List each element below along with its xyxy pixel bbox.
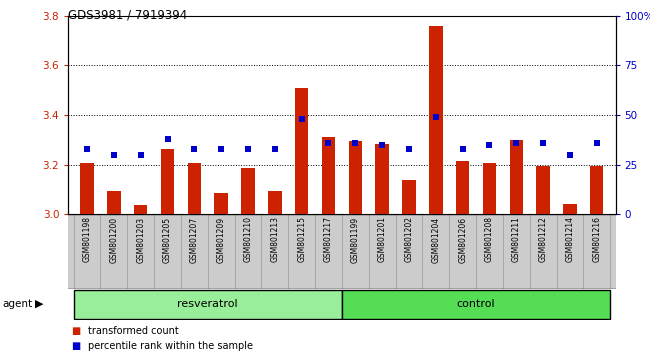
Bar — [429, 26, 443, 214]
Bar — [322, 137, 335, 214]
Bar — [348, 141, 362, 214]
Text: GSM801209: GSM801209 — [216, 216, 226, 263]
Text: GSM801208: GSM801208 — [485, 216, 494, 262]
Text: GSM801205: GSM801205 — [163, 216, 172, 263]
Text: ■: ■ — [72, 341, 81, 351]
Text: ■: ■ — [72, 326, 81, 336]
Bar — [214, 193, 228, 214]
Text: GSM801213: GSM801213 — [270, 216, 280, 262]
Bar — [161, 148, 174, 214]
Text: percentile rank within the sample: percentile rank within the sample — [88, 341, 253, 351]
Bar — [483, 163, 496, 214]
Text: GSM801204: GSM801204 — [432, 216, 440, 263]
Text: GSM801206: GSM801206 — [458, 216, 467, 263]
Bar — [536, 166, 550, 214]
Bar — [402, 180, 416, 214]
Text: GSM801210: GSM801210 — [244, 216, 252, 262]
Text: GSM801217: GSM801217 — [324, 216, 333, 262]
Text: GSM801200: GSM801200 — [109, 216, 118, 263]
Bar — [376, 144, 389, 214]
Bar — [456, 161, 469, 214]
Text: transformed count: transformed count — [88, 326, 179, 336]
Bar — [590, 166, 603, 214]
Bar — [295, 88, 308, 214]
Bar — [268, 191, 281, 214]
Bar — [342, 290, 610, 319]
Text: resveratrol: resveratrol — [177, 299, 238, 309]
Bar — [134, 205, 148, 214]
Text: control: control — [457, 299, 495, 309]
Text: GSM801216: GSM801216 — [592, 216, 601, 262]
Text: GSM801198: GSM801198 — [83, 216, 92, 262]
Text: GSM801202: GSM801202 — [404, 216, 413, 262]
Text: ▶: ▶ — [35, 299, 44, 309]
Text: GSM801199: GSM801199 — [351, 216, 360, 263]
Bar — [188, 163, 201, 214]
Bar — [73, 290, 342, 319]
Text: GSM801214: GSM801214 — [566, 216, 575, 262]
Text: GSM801215: GSM801215 — [297, 216, 306, 262]
Bar — [81, 163, 94, 214]
Text: GSM801207: GSM801207 — [190, 216, 199, 263]
Bar — [510, 140, 523, 214]
Text: agent: agent — [2, 299, 32, 309]
Text: GSM801203: GSM801203 — [136, 216, 145, 263]
Text: GDS3981 / 7919394: GDS3981 / 7919394 — [68, 9, 187, 22]
Bar — [107, 190, 120, 214]
Bar — [564, 204, 577, 214]
Text: GSM801201: GSM801201 — [378, 216, 387, 262]
Text: GSM801211: GSM801211 — [512, 216, 521, 262]
Bar — [241, 168, 255, 214]
Text: GSM801212: GSM801212 — [539, 216, 547, 262]
